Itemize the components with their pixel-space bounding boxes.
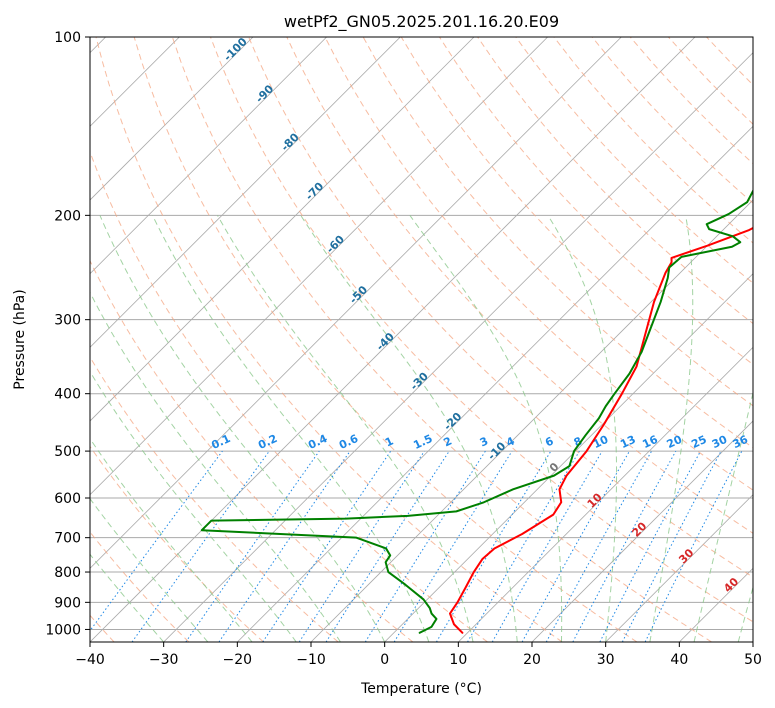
y-axis-label: Pressure (hPa) (12, 289, 28, 389)
x-tick-label: −40 (75, 652, 105, 668)
dry-adiabat-line (95, 37, 563, 642)
dry-adiabat-line (90, 445, 264, 642)
isotherm-line (605, 494, 753, 642)
dry-adiabat-line (171, 37, 712, 642)
mixing-ratio-line (545, 450, 653, 642)
x-axis-label: Temperature (°C) (360, 681, 482, 697)
y-tick-label: 300 (54, 313, 81, 329)
x-tick-label: 30 (597, 652, 615, 668)
mixing-ratio-label: 16 (640, 433, 660, 451)
dry-adiabat-line (515, 37, 753, 284)
x-tick-label: 50 (744, 652, 762, 668)
moist-adiabat-lines (90, 215, 753, 642)
y-tick-label: 800 (54, 565, 81, 581)
y-tick-label: 500 (54, 444, 81, 460)
y-tick-label: 700 (54, 531, 81, 547)
mixing-ratio-label: 25 (689, 433, 708, 451)
y-tick-label: 100 (54, 30, 81, 46)
y-tick-label: 400 (54, 387, 81, 403)
isotherm-line (163, 52, 753, 642)
isotherm-line (90, 37, 475, 422)
isotherm-lines (90, 37, 753, 642)
moist-adiabat-line (99, 215, 386, 642)
mixing-ratio-label: 13 (618, 433, 637, 451)
mixing-ratio-lines (90, 450, 743, 642)
dry-adiabat-line (324, 37, 753, 491)
sounding-series (200, 188, 753, 634)
y-tick-label: 1000 (45, 622, 81, 638)
mixing-ratio-line (325, 450, 450, 642)
mixing-ratio-label: 30 (710, 433, 730, 451)
chart-title: wetPf2_GN05.2025.201.16.20.E09 (284, 12, 559, 32)
dewpoint-profile-line (200, 188, 753, 634)
moist-adiabat-line (90, 497, 209, 642)
x-tick-label: 20 (523, 652, 541, 668)
dry-adiabat-line (90, 356, 339, 642)
mixing-ratio-line (298, 450, 425, 642)
moist-adiabat-line (409, 215, 563, 642)
isotherm-line (90, 37, 622, 569)
mixing-ratio-label: 36 (731, 433, 751, 451)
mixing-ratio-line (393, 450, 513, 642)
plot-area: 0.1 0.2 0.4 0.6 1 1.5 2 3 4 6 8 10 13 16 20 25 30 36-100-… (90, 37, 753, 642)
mixing-ratio-line (521, 450, 630, 642)
temperature-profile-line (448, 226, 753, 634)
moist-adiabat-line (90, 291, 341, 642)
moist-adiabat-line (217, 215, 474, 642)
pressure-gridlines (90, 37, 753, 630)
isotherm-line (90, 37, 254, 201)
mixing-ratio-line (90, 450, 223, 632)
isotherm-line (90, 37, 401, 348)
plot-frame (89, 36, 754, 643)
x-tick-label: −20 (223, 652, 253, 668)
x-tick-label: 10 (449, 652, 467, 668)
x-axis-ticks: −40 −30 −20 −10 0 10 20 30 40 50 (75, 642, 762, 668)
isotherm-line (384, 273, 753, 642)
mixing-ratio-line (644, 450, 743, 642)
isotherm-line (458, 346, 753, 642)
isotherm-line (90, 37, 548, 496)
y-tick-label: 200 (54, 208, 81, 224)
mixing-ratio-line (218, 450, 351, 642)
mixing-ratio-line (262, 450, 392, 642)
isotherm-line (531, 420, 753, 642)
x-tick-label: −10 (296, 652, 326, 668)
moist-adiabat-line (547, 215, 618, 642)
mixing-ratio-line (572, 450, 677, 642)
y-tick-label: 900 (54, 595, 81, 611)
x-tick-label: −30 (149, 652, 179, 668)
mixing-ratio-line (185, 450, 320, 642)
isotherm-line (90, 37, 696, 642)
x-tick-label: 0 (380, 652, 389, 668)
isotherm-line (237, 125, 753, 642)
x-tick-label: 40 (670, 652, 688, 668)
dry-adiabat-line (90, 259, 414, 642)
dry-adiabat-line (133, 37, 638, 642)
dry-adiabat-line (248, 37, 753, 578)
y-axis-ticks: 100 200 300 400 500 600 700 800 900 1000 (45, 30, 90, 638)
moist-adiabat-line (649, 215, 694, 642)
dry-adiabat-line (286, 37, 753, 534)
moist-adiabat-line (152, 215, 430, 642)
mixing-ratio-line (131, 450, 270, 642)
dry-adiabat-lines (90, 37, 753, 642)
y-tick-label: 600 (54, 491, 81, 507)
isotherm-line (90, 37, 327, 275)
mixing-ratio-label: 20 (665, 433, 685, 451)
moist-adiabat-line (90, 370, 297, 642)
moist-adiabat-line (90, 437, 253, 642)
